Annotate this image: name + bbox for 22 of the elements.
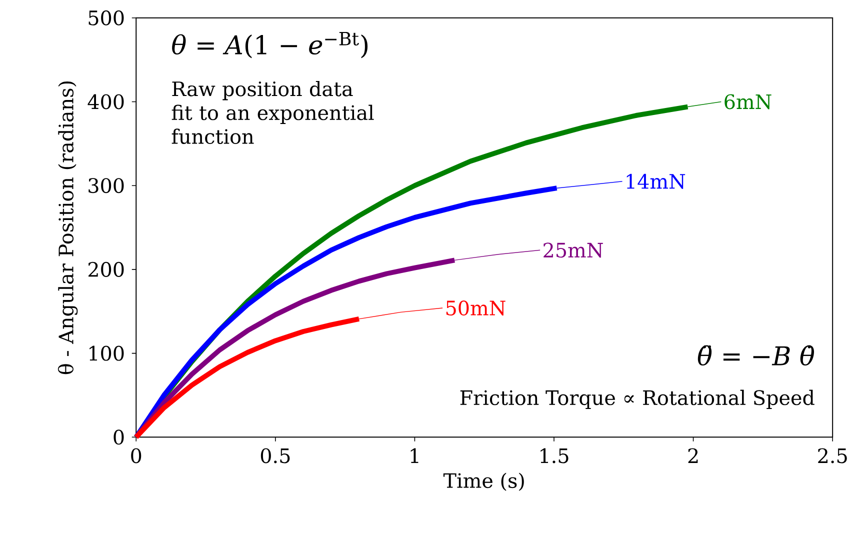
y-tick-label: 500 [88, 10, 124, 26]
y-tick-label: 200 [88, 262, 124, 278]
x-tick-label: 2 [688, 448, 698, 464]
annotation: Raw position data fit to an exponential function [172, 81, 374, 144]
series-label: 14mN [626, 174, 686, 190]
y-tick-label: 300 [88, 178, 124, 194]
series-label: 50mN [446, 300, 506, 316]
y-tick-label: 100 [90, 346, 124, 362]
annotation: θ = A(1 − e$^{−Bt}$) [172, 32, 368, 58]
x-tick-label: 2.5 [818, 448, 847, 464]
x-tick-label: 1 [410, 448, 418, 464]
y-tick-label: 400 [88, 94, 124, 110]
series-label: 6mN [724, 94, 772, 110]
annotation: θ̈ = −B θ̇ [698, 346, 814, 366]
y-tick-label: 0 [114, 430, 124, 445]
y-axis-title: θ - Angular Position (radians) [58, 82, 78, 374]
x-tick-label: 1.5 [540, 448, 568, 464]
x-axis-title: Time (s) [443, 472, 524, 492]
series-label: 25mN [544, 242, 603, 258]
annotation: Friction Torque ∝ Rotational Speed [460, 390, 814, 410]
x-tick-label: 0 [131, 448, 142, 464]
x-tick-label: 0.5 [260, 448, 290, 464]
